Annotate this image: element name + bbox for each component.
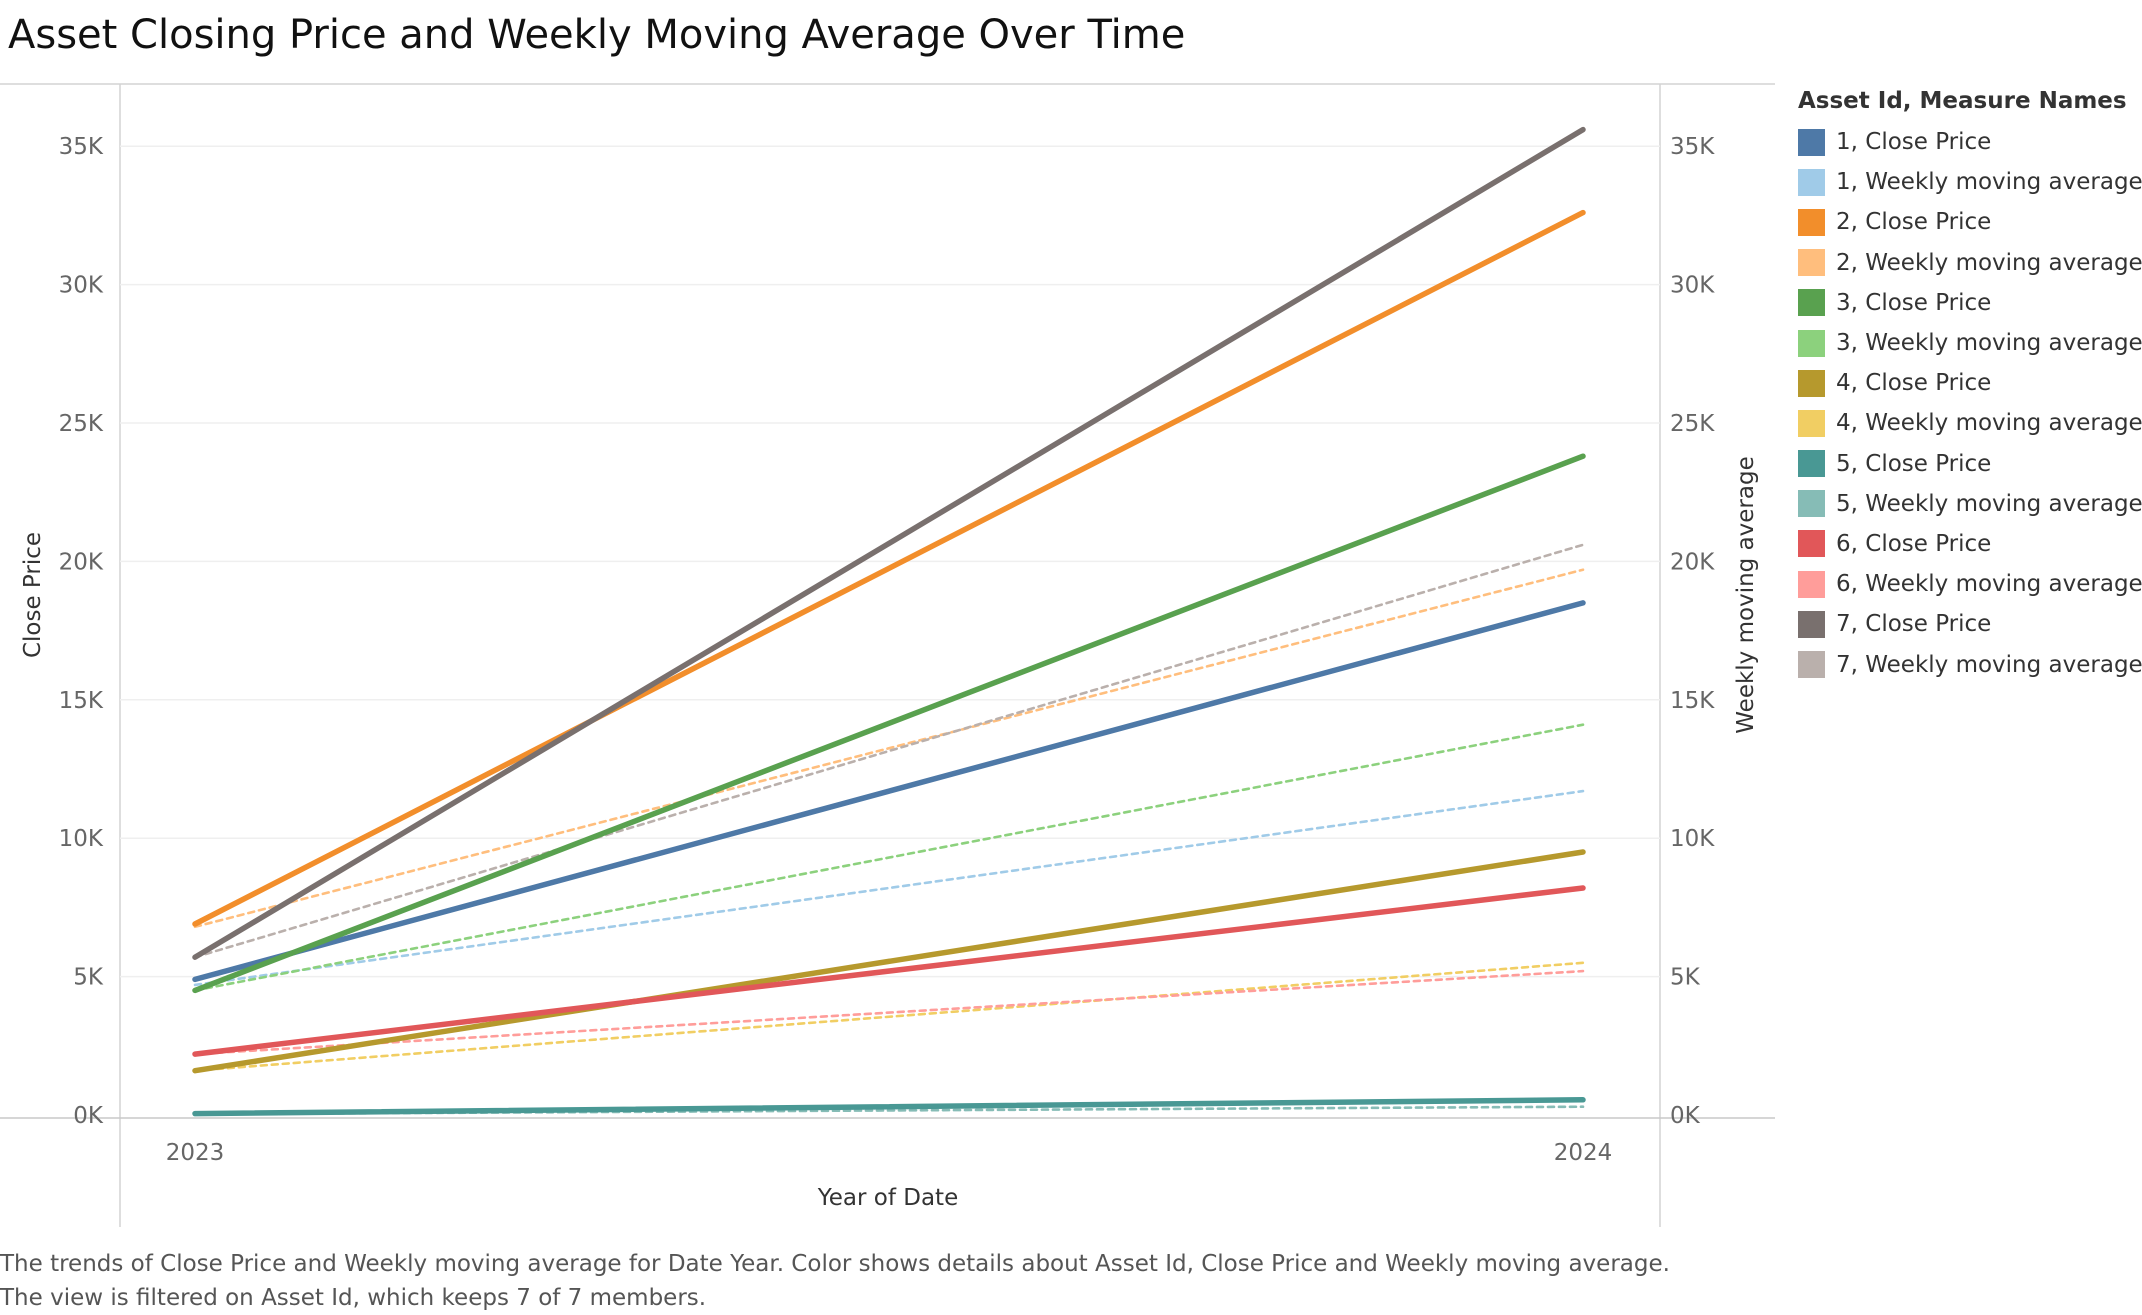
- y-left-tick-label: 10K: [59, 826, 104, 852]
- legend-item[interactable]: 2, Close Price: [1798, 202, 2142, 242]
- legend-label: 3, Weekly moving average: [1836, 330, 2142, 357]
- legend-swatch: [1798, 329, 1825, 357]
- caption-line-2: The view is filtered on Asset Id, which …: [0, 1285, 707, 1311]
- legend-item[interactable]: 6, Weekly moving average: [1798, 564, 2142, 604]
- legend-item[interactable]: 7, Close Price: [1798, 604, 2142, 644]
- gridlines: [120, 145, 1660, 978]
- legend-label: 6, Weekly moving average: [1836, 571, 2142, 598]
- series-line-5-close-price: [192, 1097, 1586, 1117]
- legend-swatch: [1798, 289, 1825, 317]
- x-tick-label: 2023: [166, 1140, 225, 1166]
- y-left-tick-label: 15K: [59, 688, 104, 714]
- legend-items: 1, Close Price 1, Weekly moving average 2,…: [1798, 122, 2142, 685]
- y-left-tick-label: 0K: [73, 1103, 104, 1129]
- y-left-tick-label: 25K: [59, 411, 104, 437]
- legend-swatch: [1798, 610, 1825, 638]
- legend-item[interactable]: 6, Close Price: [1798, 524, 2142, 564]
- legend-item[interactable]: 4, Weekly moving average: [1798, 403, 2142, 443]
- series-line-4-weekly-moving-average: [193, 961, 1585, 1072]
- series-line-6-weekly-moving-average: [193, 969, 1585, 1056]
- legend-item[interactable]: 3, Close Price: [1798, 283, 2142, 323]
- y-right-tick-label: 30K: [1670, 273, 1715, 299]
- x-axis-ticks: 2023 2024: [166, 1140, 1613, 1166]
- series-line-7-weekly-moving-average: [193, 543, 1585, 959]
- legend-item[interactable]: 7, Weekly moving average: [1798, 644, 2142, 684]
- legend-item[interactable]: 5, Close Price: [1798, 444, 2142, 484]
- legend-label: 1, Close Price: [1836, 129, 1992, 156]
- legend-item[interactable]: 5, Weekly moving average: [1798, 484, 2142, 524]
- legend-item[interactable]: 2, Weekly moving average: [1798, 243, 2142, 283]
- legend-swatch: [1798, 409, 1825, 437]
- series-line-1-weekly-moving-average: [193, 789, 1585, 987]
- legend-swatch: [1798, 450, 1825, 478]
- legend-item[interactable]: 1, Weekly moving average: [1798, 162, 2142, 202]
- legend: Asset Id, Measure Names 1, Close Price 1,…: [1798, 88, 2142, 685]
- y-axis-right-title: Weekly moving average: [1733, 456, 1759, 733]
- legend-label: 3, Close Price: [1836, 289, 1992, 316]
- legend-swatch: [1798, 530, 1825, 558]
- legend-label: 7, Close Price: [1836, 611, 1992, 638]
- series-line-7-close-price: [192, 126, 1586, 960]
- y-right-tick-label: 10K: [1670, 826, 1715, 852]
- x-axis-title: Year of Date: [817, 1185, 958, 1211]
- y-left-tick-label: 30K: [59, 273, 104, 299]
- y-right-tick-label: 25K: [1670, 411, 1715, 437]
- y-left-tick-label: 35K: [59, 134, 104, 160]
- legend-title: Asset Id, Measure Names: [1798, 88, 2127, 114]
- y-right-tick-label: 0K: [1670, 1103, 1701, 1129]
- legend-label: 6, Close Price: [1836, 530, 1992, 557]
- legend-label: 5, Weekly moving average: [1836, 490, 2142, 517]
- y-axis-right-ticks: 0K 5K 10K 15K 20K 25K 30K 35K: [1670, 134, 1715, 1129]
- y-left-tick-label: 20K: [59, 549, 104, 575]
- y-right-tick-label: 5K: [1670, 965, 1701, 991]
- legend-item[interactable]: 1, Close Price: [1798, 122, 2142, 162]
- x-tick-label: 2024: [1554, 1140, 1613, 1166]
- y-right-tick-label: 15K: [1670, 688, 1715, 714]
- y-right-tick-label: 20K: [1670, 549, 1715, 575]
- legend-swatch: [1798, 168, 1825, 196]
- legend-swatch: [1798, 651, 1825, 679]
- y-left-tick-label: 5K: [73, 965, 104, 991]
- chart-title: Asset Closing Price and Weekly Moving Av…: [8, 12, 1186, 58]
- legend-swatch: [1798, 490, 1825, 518]
- legend-label: 2, Close Price: [1836, 209, 1992, 236]
- legend-swatch: [1798, 369, 1825, 397]
- legend-label: 1, Weekly moving average: [1836, 169, 2142, 196]
- y-axis-left-title: Close Price: [20, 532, 46, 658]
- chart-frame: [0, 83, 1775, 1227]
- legend-item[interactable]: 3, Weekly moving average: [1798, 323, 2142, 363]
- legend-label: 5, Close Price: [1836, 450, 1992, 477]
- legend-label: 4, Close Price: [1836, 370, 1992, 397]
- legend-swatch: [1798, 570, 1825, 598]
- series-line-3-close-price: [192, 453, 1586, 994]
- series-line-1-close-price: [192, 600, 1586, 983]
- y-axis-left-ticks: 0K 5K 10K 15K 20K 25K 30K 35K: [59, 134, 104, 1129]
- series-line-3-weekly-moving-average: [193, 723, 1585, 992]
- legend-swatch: [1798, 128, 1825, 156]
- caption: The trends of Close Price and Weekly mov…: [0, 1247, 1670, 1315]
- y-right-tick-label: 35K: [1670, 134, 1715, 160]
- legend-swatch: [1798, 208, 1825, 236]
- legend-label: 2, Weekly moving average: [1836, 249, 2142, 276]
- series-layer: [192, 126, 1586, 1117]
- series-line-4-close-price: [192, 849, 1586, 1074]
- series-line-2-close-price: [192, 209, 1586, 927]
- legend-label: 4, Weekly moving average: [1836, 410, 2142, 437]
- legend-item[interactable]: 4, Close Price: [1798, 363, 2142, 403]
- caption-line-1: The trends of Close Price and Weekly mov…: [0, 1251, 1670, 1277]
- legend-label: 7, Weekly moving average: [1836, 651, 2142, 678]
- series-line-2-weekly-moving-average: [193, 568, 1585, 929]
- series-line-6-close-price: [192, 885, 1586, 1057]
- legend-swatch: [1798, 249, 1825, 277]
